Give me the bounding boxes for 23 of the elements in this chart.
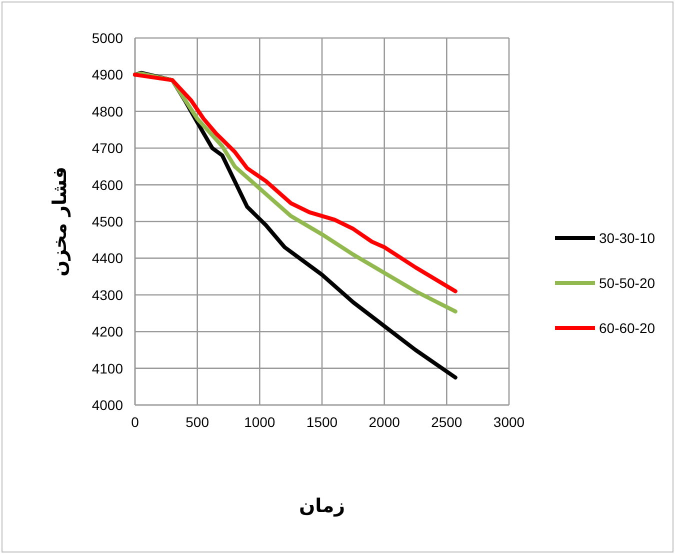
x-tick-label: 500	[186, 414, 210, 430]
x-tick-label: 2000	[368, 414, 400, 430]
y-tick-label: 4900	[92, 66, 124, 83]
y-tick-label: 4200	[92, 324, 124, 340]
y-tick-label: 5000	[92, 30, 124, 46]
y-tick-label: 4300	[92, 286, 124, 303]
legend-label: 60-60-20	[599, 320, 656, 336]
x-tick-label: 2500	[431, 414, 462, 430]
y-tick-label: 4600	[92, 176, 124, 193]
y-tick-label: 4500	[92, 214, 124, 230]
y-tick-label: 4000	[92, 397, 124, 413]
x-tick-label: 1500	[306, 414, 338, 430]
x-tick-label: 1000	[244, 414, 276, 430]
y-tick-label: 4100	[92, 360, 124, 376]
x-tick-label: 0	[131, 414, 140, 430]
x-tick-label: 3000	[493, 414, 525, 430]
y-tick-label: 4400	[92, 250, 124, 266]
y-tick-label: 4800	[92, 103, 124, 120]
x-axis-title: زمان	[298, 495, 346, 517]
legend-label: 50-50-20	[599, 275, 656, 291]
y-axis-title: فشار مخزن	[49, 166, 71, 276]
legend-label: 30-30-10	[599, 230, 656, 246]
y-tick-label: 4700	[92, 140, 124, 156]
